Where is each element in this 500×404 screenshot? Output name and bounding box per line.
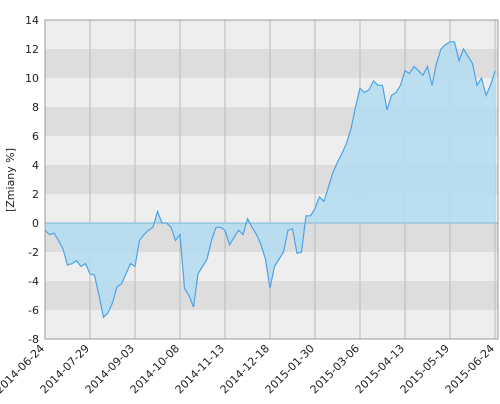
y-tick-label: 4 [32,159,39,172]
y-tick-label: -2 [28,246,39,259]
y-tick-label: -6 [28,304,39,317]
band [45,49,498,78]
band [45,310,498,339]
area [45,41,495,318]
y-axis-label: [Zmiany %] [4,148,17,212]
y-tick-label: 10 [25,72,39,85]
y-tick-label: 0 [32,217,39,230]
y-tick-label: 6 [32,130,39,143]
y-tick-label: 12 [25,43,39,56]
y-tick-label: -4 [28,275,39,288]
plot-border [44,19,499,340]
y-tick-label: 2 [32,188,39,201]
band [45,20,498,49]
band [45,281,498,310]
y-tick-label: 8 [32,101,39,114]
line [44,41,496,319]
y-tick-label: -8 [28,333,39,346]
y-tick-label: 14 [25,14,39,27]
